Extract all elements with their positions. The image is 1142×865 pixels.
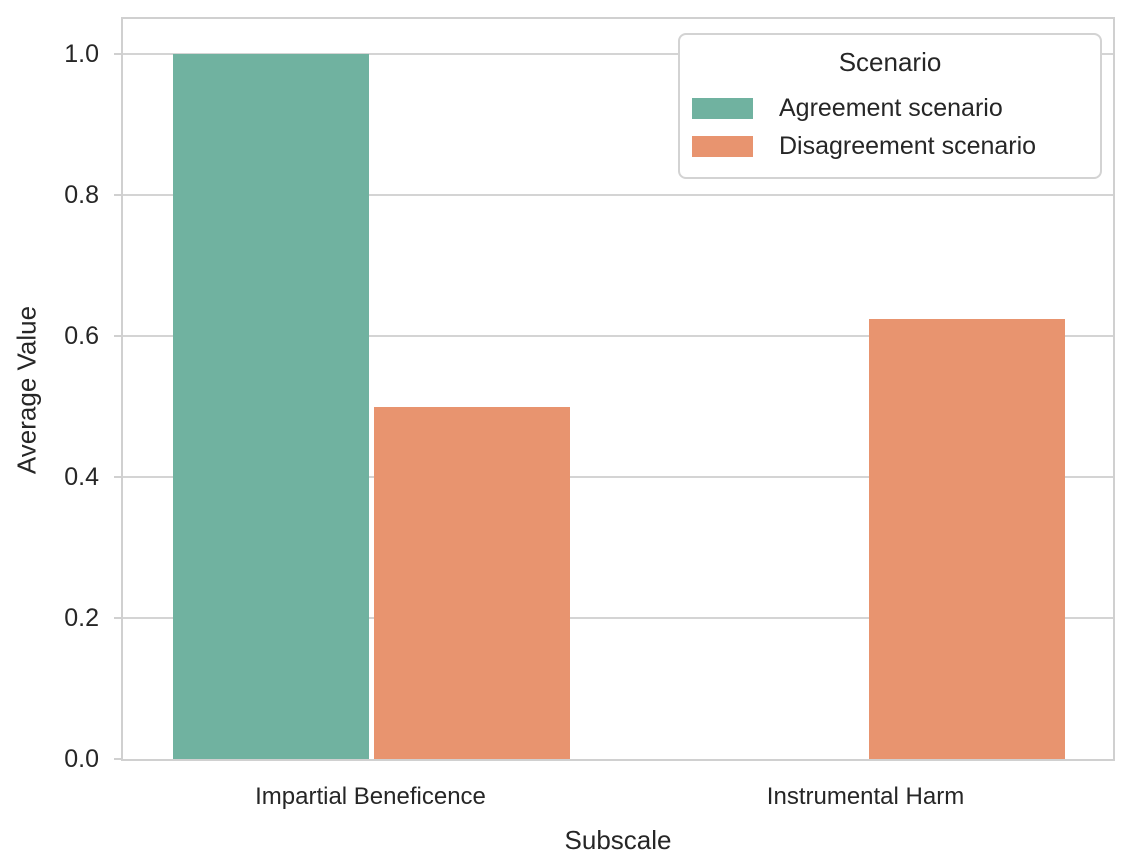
y-tick-mark [114,335,121,338]
y-tick-mark [114,53,121,56]
y-tick-label-0.0: 0.0 [64,745,99,773]
x-tick-label-instrumental-harm: Instrumental Harm [766,783,965,810]
legend-item-label: Disagreement scenario [779,132,1037,160]
x-tick-label-impartial-beneficence: Impartial Beneficence [255,783,486,810]
plot-area: Scenario Agreement scenario Disagreement… [121,17,1115,761]
y-tick-label-0.6: 0.6 [64,322,99,351]
gridline-y-0.2 [123,617,1113,620]
y-axis-label: Average Value [11,305,42,475]
bar-disagreement-scenario-instrumental-harm [869,318,1065,759]
legend-item-agreement-scenario: Agreement scenario [692,91,1088,125]
y-tick-label-0.2: 0.2 [64,604,99,633]
legend-item-disagreement-scenario: Disagreement scenario [692,129,1088,163]
legend-items: Agreement scenario Disagreement scenario [680,81,1100,177]
y-tick-mark [114,476,121,479]
y-tick-label-1.0: 1.0 [64,40,99,69]
bar-disagreement-scenario-impartial-beneficence [374,406,570,759]
legend-swatch-disagreement-icon [692,135,753,157]
gridline-y-0.8 [123,194,1113,197]
legend: Scenario Agreement scenario Disagreement… [678,33,1102,179]
gridline-y-1 [123,53,1113,56]
legend-title: Scenario [838,47,942,77]
plot-inner: Scenario Agreement scenario Disagreement… [123,19,1113,759]
y-tick-mark [114,617,121,620]
legend-item-label: Agreement scenario [779,94,1003,122]
gridline-y-0.6 [123,335,1113,338]
y-tick-label-0.8: 0.8 [64,181,99,210]
gridline-y-0.4 [123,476,1113,479]
y-tick-mark [114,194,121,197]
y-tick-label-0.4: 0.4 [64,463,99,492]
legend-swatch-agreement-icon [692,97,753,119]
x-axis-label: Subscale [564,825,672,855]
bar-agreement-scenario-impartial-beneficence [173,54,369,759]
y-tick-mark [114,758,121,760]
